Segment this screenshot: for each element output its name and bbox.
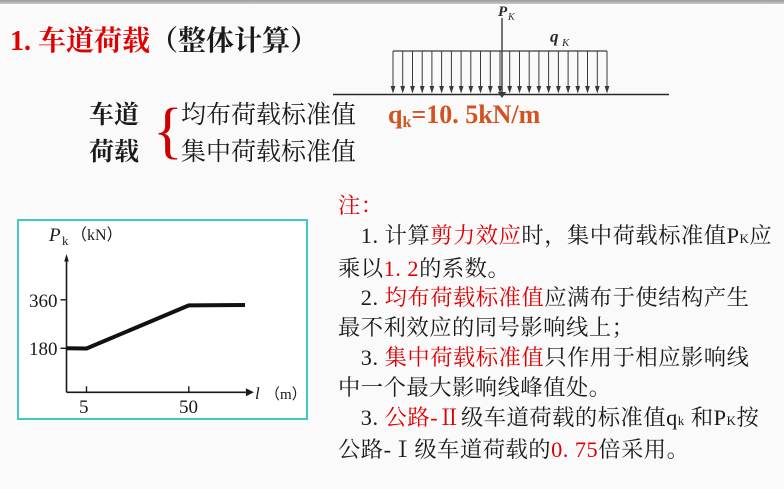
svg-text:l: l (255, 384, 260, 403)
svg-text:180: 180 (29, 339, 58, 360)
svg-text:K: K (561, 37, 570, 49)
svg-text:（m）: （m） (265, 386, 307, 403)
svg-text:5: 5 (79, 397, 89, 418)
svg-text:P: P (498, 4, 508, 20)
svg-text:k: k (62, 233, 69, 248)
svg-text:（kN）: （kN） (71, 226, 123, 244)
svg-text:P: P (48, 225, 61, 246)
svg-text:50: 50 (179, 397, 198, 418)
svg-text:q: q (550, 27, 559, 46)
svg-text:360: 360 (29, 291, 58, 312)
svg-text:K: K (507, 12, 516, 23)
